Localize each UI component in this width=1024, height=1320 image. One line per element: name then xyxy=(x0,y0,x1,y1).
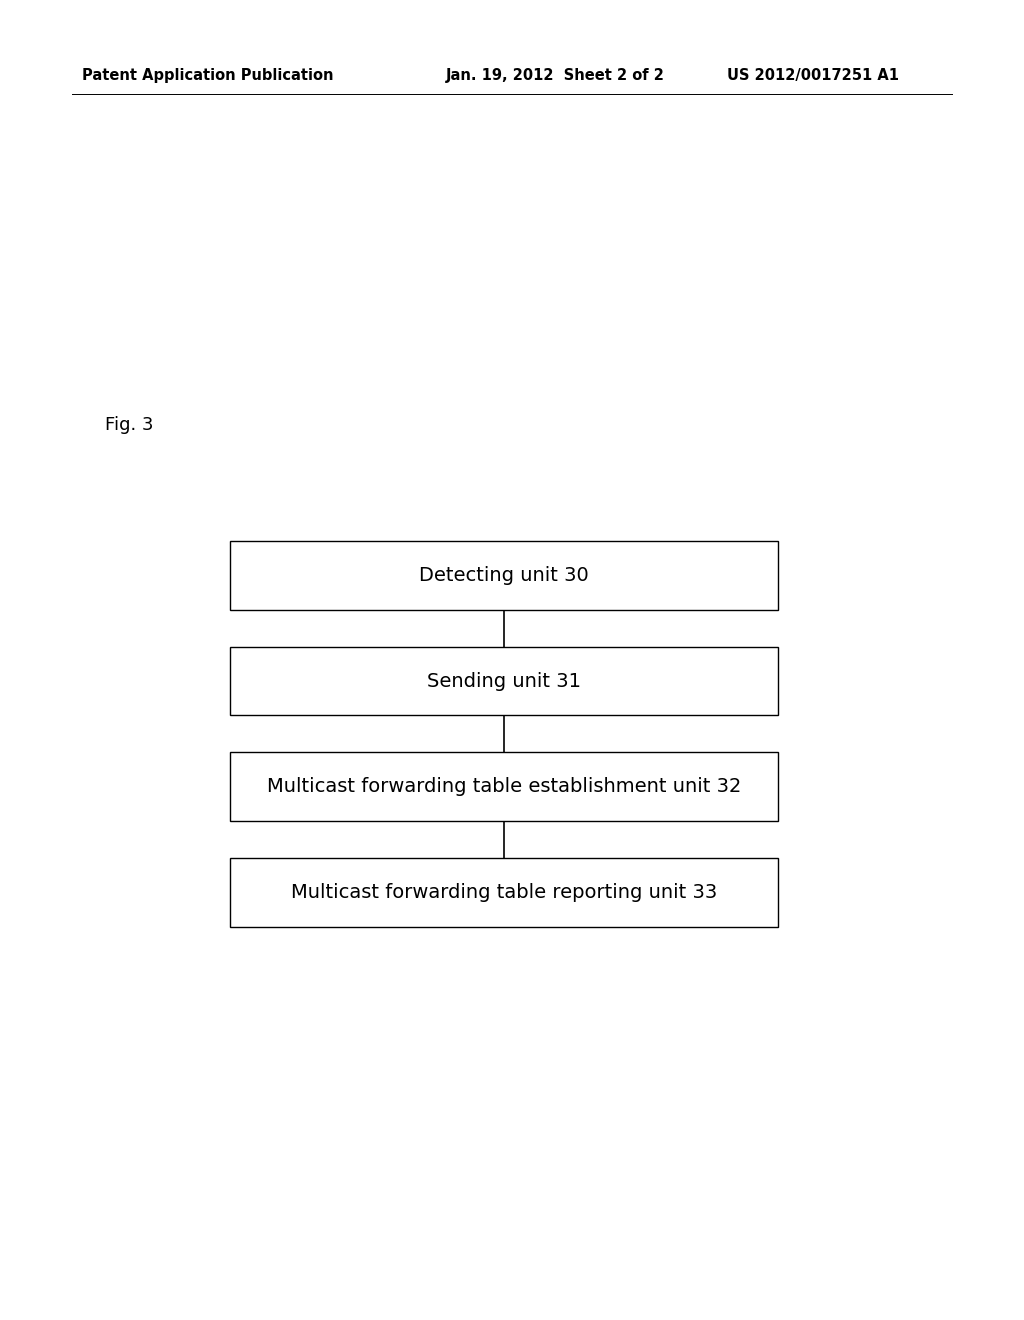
Text: US 2012/0017251 A1: US 2012/0017251 A1 xyxy=(727,67,899,83)
Bar xyxy=(230,541,778,610)
Text: Sending unit 31: Sending unit 31 xyxy=(427,672,582,690)
Text: Multicast forwarding table establishment unit 32: Multicast forwarding table establishment… xyxy=(267,777,741,796)
Text: Patent Application Publication: Patent Application Publication xyxy=(82,67,334,83)
Text: Detecting unit 30: Detecting unit 30 xyxy=(420,566,589,585)
Text: Fig. 3: Fig. 3 xyxy=(105,416,154,434)
Text: Jan. 19, 2012  Sheet 2 of 2: Jan. 19, 2012 Sheet 2 of 2 xyxy=(445,67,665,83)
Text: Multicast forwarding table reporting unit 33: Multicast forwarding table reporting uni… xyxy=(291,883,718,902)
Bar xyxy=(230,752,778,821)
Bar xyxy=(230,858,778,927)
Bar xyxy=(230,647,778,715)
